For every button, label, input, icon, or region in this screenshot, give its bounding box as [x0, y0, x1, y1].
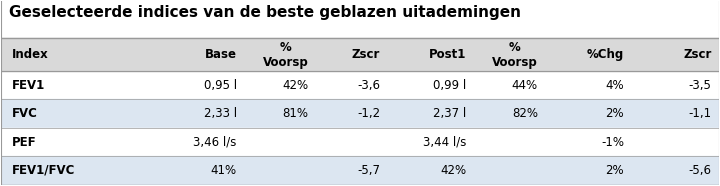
Text: 3,46 l/s: 3,46 l/s	[193, 136, 237, 148]
Text: 41%: 41%	[210, 164, 237, 177]
Text: Geselecteerde indices van de beste geblazen uitademingen: Geselecteerde indices van de beste gebla…	[9, 5, 521, 20]
Text: FVC: FVC	[12, 107, 38, 120]
Text: 2,33 l: 2,33 l	[204, 107, 237, 120]
Text: -3,6: -3,6	[357, 79, 380, 92]
Text: 3,44 l/s: 3,44 l/s	[423, 136, 466, 148]
Bar	[1, 38, 719, 71]
Text: 2,37 l: 2,37 l	[433, 107, 466, 120]
Text: Zscr: Zscr	[351, 48, 380, 61]
Text: Post1: Post1	[429, 48, 466, 61]
Text: 42%: 42%	[282, 79, 308, 92]
Bar	[1, 128, 719, 156]
Text: -5,7: -5,7	[357, 164, 380, 177]
Text: 2%: 2%	[606, 107, 624, 120]
Text: 44%: 44%	[512, 79, 538, 92]
Text: Base: Base	[204, 48, 237, 61]
Text: 82%: 82%	[512, 107, 538, 120]
Text: %Chg: %Chg	[587, 48, 624, 61]
Text: -1,1: -1,1	[688, 107, 711, 120]
Text: %
Voorsp: % Voorsp	[263, 41, 308, 68]
Text: -3,5: -3,5	[688, 79, 711, 92]
Text: 42%: 42%	[440, 164, 466, 177]
Text: -5,6: -5,6	[688, 164, 711, 177]
Text: Zscr: Zscr	[683, 48, 711, 61]
Text: %
Voorsp: % Voorsp	[492, 41, 538, 68]
Text: 0,95 l: 0,95 l	[204, 79, 237, 92]
Text: -1%: -1%	[601, 136, 624, 148]
Text: FEV1/FVC: FEV1/FVC	[12, 164, 76, 177]
Text: 2%: 2%	[606, 164, 624, 177]
Text: FEV1: FEV1	[12, 79, 45, 92]
Text: 4%: 4%	[606, 79, 624, 92]
Text: Index: Index	[12, 48, 49, 61]
Bar	[1, 156, 719, 185]
Text: PEF: PEF	[12, 136, 37, 148]
Text: 81%: 81%	[282, 107, 308, 120]
Bar	[1, 71, 719, 99]
Text: 0,99 l: 0,99 l	[433, 79, 466, 92]
Text: -1,2: -1,2	[357, 107, 380, 120]
Bar	[1, 99, 719, 128]
